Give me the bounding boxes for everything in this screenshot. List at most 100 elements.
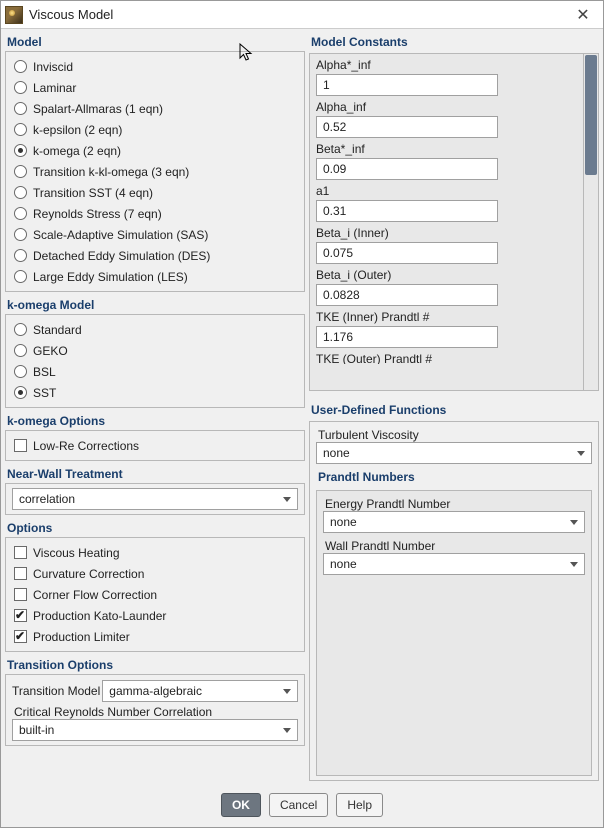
model-item[interactable]: Transition k-kl-omega (3 eqn) [12, 161, 298, 182]
radio-icon[interactable] [14, 123, 27, 136]
critical-reynolds-select[interactable]: built-in [12, 719, 298, 741]
checkbox-icon[interactable] [14, 439, 27, 452]
near-wall-select[interactable]: correlation [12, 488, 298, 510]
model-item[interactable]: k-epsilon (2 eqn) [12, 119, 298, 140]
komega-option-item[interactable]: Low-Re Corrections [12, 435, 298, 456]
model-item[interactable]: Spalart-Allmaras (1 eqn) [12, 98, 298, 119]
option-item[interactable]: Production Kato-Launder [12, 605, 298, 626]
transition-panel: Transition Model gamma-algebraic Critica… [5, 674, 305, 746]
radio-icon[interactable] [14, 207, 27, 220]
turbulent-viscosity-select[interactable]: none [316, 442, 592, 464]
model-label: k-omega (2 eqn) [33, 144, 121, 158]
radio-icon[interactable] [14, 102, 27, 115]
komega-model-heading: k-omega Model [5, 296, 305, 314]
prandtl-value: none [330, 515, 357, 529]
radio-icon[interactable] [14, 365, 27, 378]
radio-icon[interactable] [14, 81, 27, 94]
komega-model-item[interactable]: GEKO [12, 340, 298, 361]
radio-icon[interactable] [14, 270, 27, 283]
radio-icon[interactable] [14, 344, 27, 357]
constant-input[interactable]: 0.52 [316, 116, 498, 138]
transition-model-value: gamma-algebraic [109, 684, 202, 698]
scroll-thumb[interactable] [585, 55, 597, 175]
model-item[interactable]: Inviscid [12, 56, 298, 77]
option-label: Production Kato-Launder [33, 609, 166, 623]
constant-label: TKE (Inner) Prandtl # [316, 310, 577, 326]
model-label: Laminar [33, 81, 76, 95]
komega-model-label: GEKO [33, 344, 68, 358]
checkbox-icon[interactable] [14, 546, 27, 559]
model-item[interactable]: Detached Eddy Simulation (DES) [12, 245, 298, 266]
model-item[interactable]: k-omega (2 eqn) [12, 140, 298, 161]
model-item[interactable]: Reynolds Stress (7 eqn) [12, 203, 298, 224]
komega-model-panel: Standard GEKO BSL SST [5, 314, 305, 408]
critical-reynolds-value: built-in [19, 723, 54, 737]
radio-icon[interactable] [14, 165, 27, 178]
transition-model-select[interactable]: gamma-algebraic [102, 680, 298, 702]
constant-input[interactable]: 0.31 [316, 200, 498, 222]
prandtl-value: none [330, 557, 357, 571]
model-item[interactable]: Large Eddy Simulation (LES) [12, 266, 298, 287]
constant-input[interactable]: 0.0828 [316, 284, 498, 306]
app-icon [5, 6, 23, 24]
model-item[interactable]: Laminar [12, 77, 298, 98]
komega-options-panel: Low-Re Corrections [5, 430, 305, 461]
prandtl-label: Wall Prandtl Number [323, 537, 585, 553]
option-item[interactable]: Corner Flow Correction [12, 584, 298, 605]
options-heading: Options [5, 519, 305, 537]
ok-button[interactable]: OK [221, 793, 261, 817]
near-wall-heading: Near-Wall Treatment [5, 465, 305, 483]
constant-input[interactable]: 0.075 [316, 242, 498, 264]
options-panel: Viscous HeatingCurvature Correction Corne… [5, 537, 305, 652]
close-button[interactable]: ✕ [567, 3, 599, 27]
constant-input[interactable]: 1 [316, 74, 498, 96]
model-label: k-epsilon (2 eqn) [33, 123, 122, 137]
prandtl-select[interactable]: none [323, 553, 585, 575]
radio-icon[interactable] [14, 144, 27, 157]
constant-label: Alpha_inf [316, 100, 577, 116]
komega-model-item[interactable]: BSL [12, 361, 298, 382]
constant-label: a1 [316, 184, 577, 200]
checkbox-icon[interactable] [14, 609, 27, 622]
model-item[interactable]: Transition SST (4 eqn) [12, 182, 298, 203]
model-label: Large Eddy Simulation (LES) [33, 270, 188, 284]
option-item[interactable]: Curvature Correction [12, 563, 298, 584]
komega-model-item[interactable]: Standard [12, 319, 298, 340]
model-item[interactable]: Scale-Adaptive Simulation (SAS) [12, 224, 298, 245]
constant-item: Alpha*_inf1 [316, 58, 577, 96]
prandtl-heading: Prandtl Numbers [316, 468, 592, 486]
option-item[interactable]: Production Limiter [12, 626, 298, 647]
constant-label: Beta_i (Inner) [316, 226, 577, 242]
checkbox-icon[interactable] [14, 630, 27, 643]
help-button[interactable]: Help [336, 793, 383, 817]
komega-model-label: BSL [33, 365, 56, 379]
radio-icon[interactable] [14, 60, 27, 73]
model-panel: Inviscid Laminar Spalart-Allmaras (1 eqn) k… [5, 51, 305, 292]
option-item[interactable]: Viscous Heating [12, 542, 298, 563]
critical-reynolds-label: Critical Reynolds Number Correlation [12, 703, 298, 719]
radio-icon[interactable] [14, 186, 27, 199]
option-label: Corner Flow Correction [33, 588, 157, 602]
checkbox-icon[interactable] [14, 588, 27, 601]
udf-panel: Turbulent Viscosity none Prandtl Numbers… [309, 421, 599, 781]
radio-icon[interactable] [14, 249, 27, 262]
prandtl-select[interactable]: none [323, 511, 585, 533]
constant-input[interactable]: 0.09 [316, 158, 498, 180]
constant-input[interactable]: 1.176 [316, 326, 498, 348]
model-label: Transition SST (4 eqn) [33, 186, 153, 200]
radio-icon[interactable] [14, 386, 27, 399]
radio-icon[interactable] [14, 323, 27, 336]
near-wall-panel: correlation [5, 483, 305, 515]
constant-item: Alpha_inf0.52 [316, 100, 577, 138]
constants-scrollbar[interactable] [584, 53, 599, 391]
komega-model-item[interactable]: SST [12, 382, 298, 403]
radio-icon[interactable] [14, 228, 27, 241]
model-label: Reynolds Stress (7 eqn) [33, 207, 162, 221]
cancel-button[interactable]: Cancel [269, 793, 328, 817]
turbulent-viscosity-value: none [323, 446, 350, 460]
prandtl-label: Energy Prandtl Number [323, 495, 585, 511]
constant-label: Alpha*_inf [316, 58, 577, 74]
transition-heading: Transition Options [5, 656, 305, 674]
constant-label: Beta_i (Outer) [316, 268, 577, 284]
checkbox-icon[interactable] [14, 567, 27, 580]
